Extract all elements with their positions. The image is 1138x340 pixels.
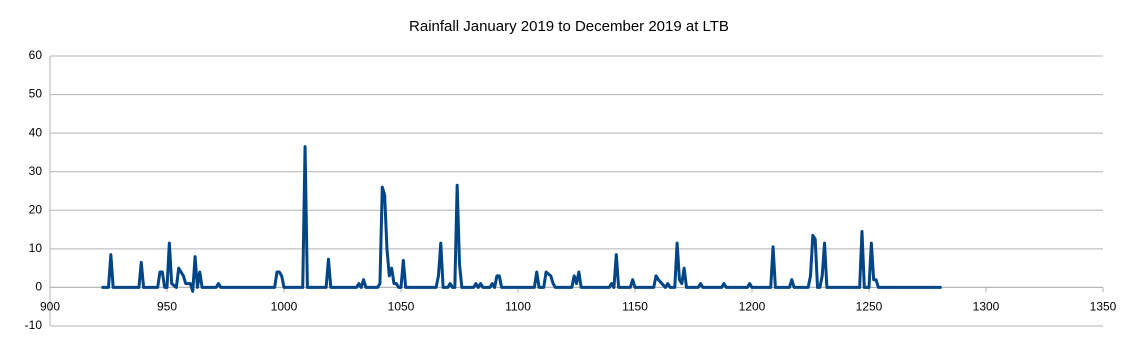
- x-tick-label: 1350: [1090, 300, 1117, 314]
- y-tick-label: 10: [29, 241, 43, 255]
- y-tick-label: -10: [25, 318, 43, 332]
- x-tick-label: 1050: [388, 300, 415, 314]
- y-tick-label: 40: [29, 125, 43, 139]
- y-tick-label: 0: [35, 280, 42, 294]
- chart-title: Rainfall January 2019 to December 2019 a…: [409, 18, 729, 35]
- x-tick-label: 900: [40, 300, 60, 314]
- x-tick-label: 950: [157, 300, 177, 314]
- data-line: [101, 145, 942, 293]
- y-tick-label: 30: [29, 164, 43, 178]
- x-tick-label: 1100: [505, 300, 531, 314]
- x-tick-label: 1250: [856, 300, 883, 314]
- y-tick-label: 60: [29, 48, 43, 62]
- x-tick-label: 1150: [622, 300, 648, 314]
- y-tick-label: 50: [29, 87, 43, 101]
- x-tick-label: 1300: [973, 300, 1000, 314]
- x-tick-label: 1200: [739, 300, 766, 314]
- x-tick-label: 1000: [271, 300, 298, 314]
- y-tick-label: 20: [29, 202, 43, 216]
